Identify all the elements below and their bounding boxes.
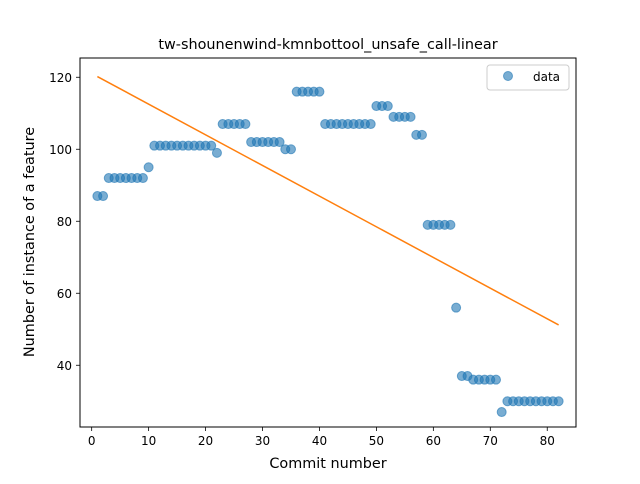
- data-point: [490, 374, 501, 385]
- legend: data: [486, 64, 570, 91]
- x-tick-label: 0: [88, 434, 96, 448]
- data-point: [445, 219, 456, 230]
- y-tick-label: 40: [57, 359, 72, 373]
- data-point: [416, 129, 427, 140]
- x-tick-label: 60: [426, 434, 441, 448]
- data-point: [274, 137, 285, 148]
- data-point: [285, 144, 296, 155]
- x-tick-label: 20: [198, 434, 213, 448]
- data-point: [365, 119, 376, 130]
- data-point: [553, 396, 564, 407]
- y-tick-label: 80: [57, 215, 72, 229]
- x-tick-label: 70: [483, 434, 498, 448]
- data-point: [314, 86, 325, 97]
- legend-marker-data: [503, 71, 513, 81]
- fit-line: [97, 75, 559, 326]
- x-tick-label: 80: [540, 434, 555, 448]
- y-tick-label: 120: [49, 71, 72, 85]
- x-tick-label: 40: [312, 434, 327, 448]
- x-tick-label: 30: [255, 434, 270, 448]
- data-point: [206, 140, 217, 151]
- legend-label-data: data: [533, 70, 560, 84]
- plot-frame: [79, 57, 577, 428]
- y-tick-label: 60: [57, 287, 72, 301]
- data-point: [496, 407, 507, 418]
- data-point: [240, 119, 251, 130]
- data-point: [405, 111, 416, 122]
- x-tick-label: 10: [141, 434, 156, 448]
- y-axis-label: Number of instance of a feature: [22, 127, 38, 357]
- data-point: [451, 302, 462, 313]
- x-axis-label: Commit number: [269, 456, 386, 472]
- plot-area: 0 10 20 30 40 50 60 70 80 40 60 80 100 120: [49, 71, 564, 448]
- data-point: [382, 101, 393, 112]
- y-tick-label: 100: [49, 143, 72, 157]
- chart-title: tw-shounenwind-kmnbottool_unsafe_call-li…: [158, 37, 497, 53]
- data-point: [137, 173, 148, 184]
- data-point: [143, 162, 154, 173]
- x-tick-label: 50: [369, 434, 384, 448]
- data-point: [211, 147, 222, 158]
- data-point: [98, 191, 109, 202]
